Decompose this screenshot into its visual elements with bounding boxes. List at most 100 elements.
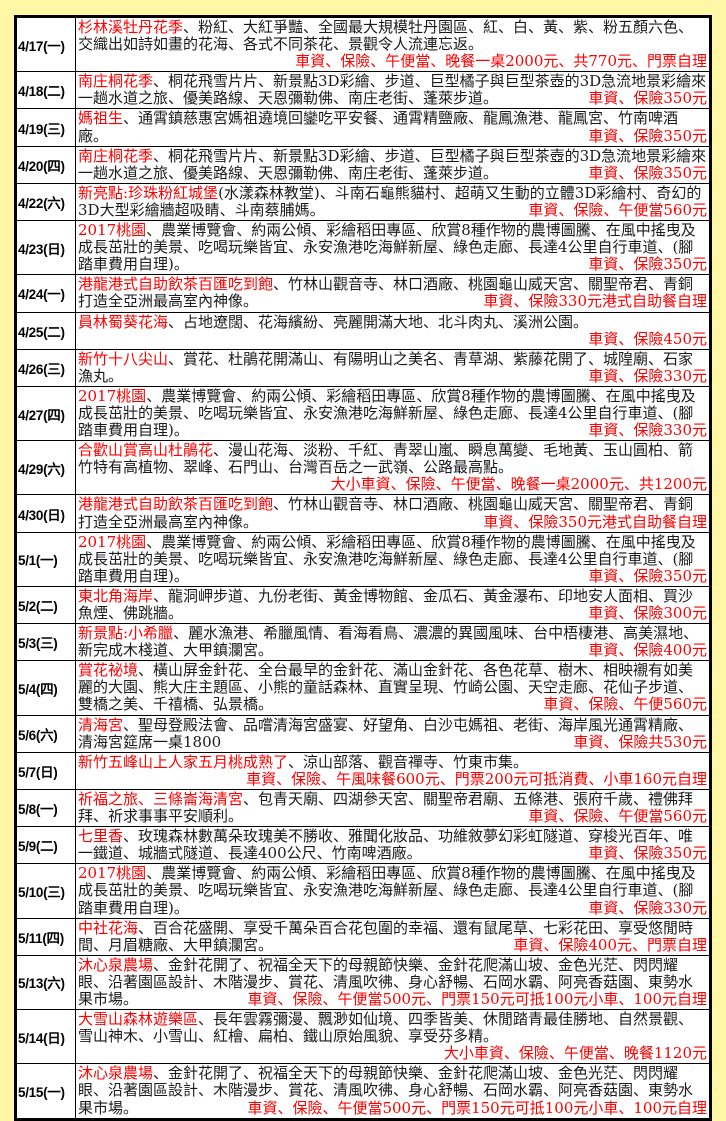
schedule-table: 4/17(一) 杉林溪牡丹花季、粉紅、大紅爭豔、全國最大規模牡丹園區、紅、白、黃… (14, 15, 712, 1121)
trip-description: 、農業博覽會、約兩公傾、彩繪稻田專區、欣賞8種作物的農博圖騰、在風中搖曳及成長茁… (78, 532, 696, 585)
price-text: 車資、保險330元 (588, 898, 707, 917)
trip-description: 、金針花開了、祝福全天下的母親節快樂、金針花爬滿山坡、金色光茫、閃閃耀眼、沿著園… (78, 955, 694, 1008)
date-cell: 4/26(三) (15, 348, 76, 387)
price-text: 車資、保險350元 (588, 89, 707, 108)
price-text: 大小車資、保險、午便當、晚餐1120元 (443, 1044, 707, 1063)
trip-cell: 媽祖生、通霄鎮慈惠宮媽祖遶境回鑾吃平安餐、通霄精鹽廠、龍鳳漁港、龍鳳宮、竹南啤酒… (75, 108, 711, 147)
table-row: 5/14(日) 大雪山森林遊樂區、長年雲霧彌漫、飄渺如仙境、四季皆美、休閒踏青最… (15, 1009, 711, 1065)
table-row: 5/6(六) 清海宮、聖母登殿法會、品嚐清海宮盛宴、好望角、白沙屯媽祖、老街、海… (15, 714, 711, 753)
date-cell: 5/14(日) (15, 1009, 76, 1065)
trip-highlight: 南庄桐花季 (78, 146, 154, 165)
trip-highlight: 東北角海岸 (78, 586, 154, 605)
price-text: 車資、保險、午風味餐600元、門票200元可抵消費、小車160元自理 (246, 769, 707, 788)
trip-highlight: 新景點:小希臘 (78, 624, 174, 643)
trip-highlight: 新亮點:珍珠粉紅城堡 (78, 183, 219, 202)
trip-cell: 七里香、玫瑰森林數萬朵玫瑰美不勝收、雅聞化妝品、功維敘夢幻彩虹隧道、穿梭光百年、… (75, 826, 711, 865)
date-cell: 5/4(四) (15, 660, 76, 716)
trip-description: 、占地遼闊、花海繽紛、亮麗開滿大地、北斗肉丸、溪洲公園。 (168, 312, 589, 331)
trip-cell: 新竹十八尖山、賞花、杜鵑花開滿山、有陽明山之美名、青草湖、紫藤花開了、城隍廟、石… (75, 348, 711, 387)
trip-cell: 2017桃園、農業博覽會、約兩公傾、彩繪稻田專區、欣賞8種作物的農博圖騰、在風中… (75, 531, 711, 587)
itinerary-schedule: 4/17(一) 杉林溪牡丹花季、粉紅、大紅爭豔、全國最大規模牡丹園區、紅、白、黃… (14, 15, 712, 1121)
trip-cell: 新竹五峰山上人家五月桃成熟了、涼山部落、觀音禪寺、竹東市集。 車資、保險、午風味餐… (75, 751, 711, 790)
trip-cell: 南庄桐花季、桐花飛雪片片、新景點3D彩繪、步道、巨型橘子與巨型茶壺的3D急流地景… (75, 71, 711, 110)
date-cell: 5/7(日) (15, 751, 76, 790)
table-row: 5/2(二) 東北角海岸、龍洞岬步道、九份老街、黃金博物館、金瓜石、黃金瀑布、印… (15, 585, 711, 625)
trip-highlight: 南庄桐花季 (78, 72, 154, 91)
date-cell: 4/27(四) (15, 385, 76, 442)
trip-highlight: 賞花祕境 (78, 661, 139, 680)
table-row: 5/15(一) 沐心泉農場、金針花開了、祝福全天下的母親節快樂、金針花爬滿山坡、… (15, 1063, 711, 1120)
price-text: 車資、保險350元 (588, 566, 707, 585)
trip-cell: 2017桃園、農業博覽會、約兩公傾、彩繪稻田專區、欣賞8種作物的農博圖騰、在風中… (75, 863, 711, 919)
price-text: 車資、保險350元 (588, 844, 707, 863)
trip-highlight: 杉林溪牡丹花季 (78, 18, 184, 36)
trip-description: 、漫山花海、淡粉、千紅、青翠山嵐、瞬息萬變、毛地黃、玉山圓柏、箭竹特有高植物、翠… (78, 441, 694, 477)
trip-description: 、農業博覽會、約兩公傾、彩繪稻田專區、欣賞8種作物的農博圖騰、在風中搖曳及成長茁… (78, 386, 696, 440)
date-cell: 4/29(六) (15, 440, 76, 496)
table-row: 4/18(二) 南庄桐花季、桐花飛雪片片、新景點3D彩繪、步道、巨型橘子與巨型茶… (15, 71, 711, 110)
trip-highlight: 七里香 (78, 827, 124, 846)
price-text: 車資、保險400元、門票自理 (513, 935, 707, 954)
date-cell: 5/3(三) (15, 623, 76, 662)
trip-cell: 員林蜀葵花海、占地遼闊、花海繽紛、亮麗開滿大地、北斗肉丸、溪洲公園。 車資、保險4… (75, 311, 711, 350)
date-cell: 5/2(二) (15, 585, 76, 625)
table-row: 4/22(六) 新亮點:珍珠粉紅城堡(水漾森林教堂)、斗南石龜熊貓村、超萌又生動… (15, 182, 711, 222)
trip-cell: 清海宮、聖母登殿法會、品嚐清海宮盛宴、好望角、白沙屯媽祖、老街、海岸風光通霄精廠… (75, 714, 711, 753)
table-row: 4/30(日) 港龍港式自助飲茶百匯吃到飽、竹林山觀音寺、林口酒廠、桃園龜山威天… (15, 494, 711, 533)
table-row: 5/4(四) 賞花祕境、橫山屏金針花、全台最早的金針花、滿山金針花、各色花草、樹… (15, 660, 711, 716)
table-row: 5/13(六) 沐心泉農場、金針花開了、祝福全天下的母親節快樂、金針花爬滿山坡、… (15, 954, 711, 1011)
trip-highlight: 中社花海 (78, 918, 139, 937)
trip-cell: 合歡山賞高山杜鵑花、漫山花海、淡粉、千紅、青翠山嵐、瞬息萬變、毛地黃、玉山圓柏、… (75, 440, 711, 496)
trip-highlight: 2017桃園 (78, 532, 147, 551)
trip-description: 、龍洞岬步道、九份老街、黃金博物館、金瓜石、黃金瀑布、印地安人面相、買沙魚煙、佛… (78, 586, 694, 622)
trip-highlight: 港龍港式自助飲茶百匯吃到飽 (78, 495, 274, 514)
date-cell: 4/22(六) (15, 182, 76, 222)
date-cell: 5/15(一) (15, 1063, 76, 1120)
table-row: 4/17(一) 杉林溪牡丹花季、粉紅、大紅爭豔、全國最大規模牡丹園區、紅、白、黃… (15, 15, 711, 73)
page-background: { "colors": { "page_background": "#FFF7A… (14, 15, 712, 1121)
trip-cell: 2017桃園、農業博覽會、約兩公傾、彩繪稻田專區、欣賞8種作物的農博圖騰、在風中… (75, 385, 711, 442)
table-row: 5/8(一) 祈福之旅、三條崙海清宮、包青天廟、四湖參天宮、關聖帝君廟、五條港、… (15, 788, 711, 828)
trip-description: 、通霄鎮慈惠宮媽祖遶境回鑾吃平安餐、通霄精鹽廠、龍鳳漁港、龍鳳宮、竹南啤酒廠。 (78, 109, 679, 145)
trip-cell: 港龍港式自助飲茶百匯吃到飽、竹林山觀音寺、林口酒廠、桃園龜山威天宮、關聖帝君、青… (75, 274, 711, 313)
trip-highlight: 2017桃園 (78, 386, 147, 405)
price-text: 大小車資、保險、午便當、晚餐一桌2000元、共1200元 (330, 475, 707, 494)
trip-highlight: 清海宮 (78, 715, 124, 734)
price-text: 車資、保險330元港式自助餐自理 (483, 292, 707, 311)
price-text: 車資、保險、午便當560元 (528, 807, 707, 826)
trip-description: 、賞花、杜鵑花開滿山、有陽明山之美名、青草湖、紫藤花開了、城隍廟、石家漁丸。 (78, 349, 694, 385)
price-text: 車資、保險350元 (588, 163, 707, 182)
date-cell: 5/6(六) (15, 714, 76, 753)
trip-description: 、涼山部落、觀音禪寺、竹東市集。 (288, 752, 529, 771)
trip-highlight: 港龍港式自助飲茶百匯吃到飽 (78, 275, 274, 294)
price-text: 車資、保險330元 (588, 421, 707, 440)
trip-cell: 港龍港式自助飲茶百匯吃到飽、竹林山觀音寺、林口酒廠、桃園龜山威天宮、關聖帝君、青… (75, 494, 711, 533)
trip-highlight: 沐心泉農場 (78, 1064, 154, 1083)
trip-description: 、桐花飛雪片片、新景點3D彩繪、步道、巨型橘子與巨型茶壺的3D急流地景彩繪來一趟… (78, 72, 707, 108)
price-text: 車資、保險330元 (588, 366, 707, 385)
trip-highlight: 沐心泉農場 (78, 955, 154, 974)
date-cell: 4/24(一) (15, 274, 76, 313)
price-text: 車資、保險350元港式自助餐自理 (483, 512, 707, 531)
table-row: 4/23(日) 2017桃園、農業博覽會、約兩公傾、彩繪稻田專區、欣賞8種作物的… (15, 220, 711, 276)
table-row: 4/29(六) 合歡山賞高山杜鵑花、漫山花海、淡粉、千紅、青翠山嵐、瞬息萬變、毛… (15, 440, 711, 496)
schedule-rows: 4/17(一) 杉林溪牡丹花季、粉紅、大紅爭豔、全國最大規模牡丹園區、紅、白、黃… (15, 15, 711, 1120)
date-cell: 4/20(四) (15, 145, 76, 184)
date-cell: 4/17(一) (15, 15, 76, 73)
trip-cell: 新亮點:珍珠粉紅城堡(水漾森林教堂)、斗南石龜熊貓村、超萌又生動的立體3D彩繪村… (75, 182, 711, 222)
price-text: 車資、保險、午便當560元 (528, 200, 707, 219)
price-text: 車資、保險300元 (588, 604, 707, 622)
date-cell: 4/25(二) (15, 311, 76, 350)
trip-cell: 杉林溪牡丹花季、粉紅、大紅爭豔、全國最大規模牡丹園區、紅、白、黃、紫、粉五顏六色… (75, 15, 711, 73)
trip-description: 、桐花飛雪片片、新景點3D彩繪、步道、巨型橘子與巨型茶壺的3D急流地景彩繪來一趟… (78, 146, 707, 182)
trip-cell: 大雪山森林遊樂區、長年雲霧彌漫、飄渺如仙境、四季皆美、休閒踏青最佳勝地、自然景觀… (75, 1009, 711, 1065)
trip-cell: 2017桃園、農業博覽會、約兩公傾、彩繪稻田專區、欣賞8種作物的農博圖騰、在風中… (75, 220, 711, 276)
trip-highlight: 媽祖生 (78, 109, 124, 128)
table-row: 4/20(四) 南庄桐花季、桐花飛雪片片、新景點3D彩繪、步道、巨型橘子與巨型茶… (15, 145, 711, 184)
trip-description: 、聖母登殿法會、品嚐清海宮盛宴、好望角、白沙屯媽祖、老街、海岸風光通霄精廠、清海… (78, 715, 694, 751)
trip-highlight: 新竹十八尖山 (78, 349, 169, 368)
date-cell: 5/11(四) (15, 917, 76, 956)
trip-description: 、麗水漁港、希臘風情、看海看鳥、濃濃的異國風味、台中梧棲港、高美濕地、新完成木棧… (78, 624, 699, 660)
date-cell: 4/19(三) (15, 108, 76, 147)
price-text: 車資、保險450元 (588, 329, 707, 348)
